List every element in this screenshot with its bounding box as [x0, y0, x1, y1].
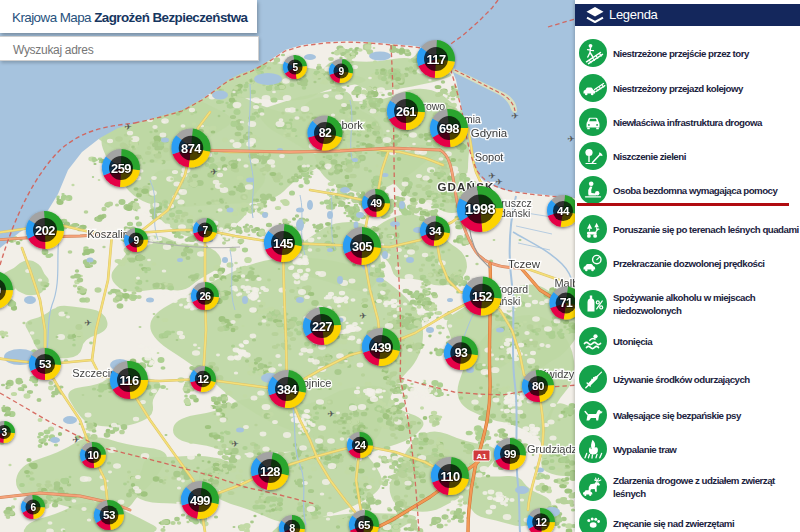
svg-text:✈: ✈ — [495, 177, 503, 187]
svg-text:439: 439 — [371, 340, 391, 355]
svg-text:12: 12 — [535, 516, 547, 528]
svg-text:202: 202 — [35, 223, 55, 238]
svg-text:110: 110 — [440, 469, 460, 484]
svg-text:80: 80 — [532, 379, 544, 392]
svg-text:10: 10 — [87, 449, 99, 461]
svg-text:9: 9 — [338, 66, 344, 77]
svg-text:116: 116 — [119, 373, 139, 388]
svg-text:261: 261 — [396, 104, 416, 119]
svg-text:305: 305 — [352, 239, 372, 254]
svg-text:9: 9 — [133, 235, 139, 246]
svg-text:Tczew: Tczew — [508, 258, 541, 270]
svg-text:128: 128 — [260, 464, 280, 479]
svg-text:8: 8 — [289, 522, 295, 532]
svg-text:53: 53 — [103, 508, 116, 521]
svg-text:34: 34 — [429, 224, 442, 237]
svg-text:49: 49 — [370, 197, 382, 209]
svg-text:✈: ✈ — [231, 439, 239, 449]
svg-text:24: 24 — [354, 439, 366, 451]
svg-text:3: 3 — [1, 427, 7, 438]
svg-text:99: 99 — [504, 447, 517, 460]
svg-text:71: 71 — [560, 296, 573, 310]
svg-text:5: 5 — [292, 62, 298, 73]
svg-text:✈: ✈ — [327, 409, 335, 419]
svg-text:152: 152 — [472, 289, 492, 304]
svg-text:93: 93 — [455, 346, 468, 360]
svg-text:698: 698 — [439, 121, 459, 136]
svg-text:✈: ✈ — [359, 311, 367, 321]
svg-text:6: 6 — [30, 502, 36, 513]
svg-text:Koszalin: Koszalin — [87, 228, 129, 240]
svg-text:384: 384 — [277, 382, 298, 397]
svg-text:Gdynia: Gdynia — [471, 127, 508, 139]
svg-text:82: 82 — [319, 126, 332, 140]
svg-text:145: 145 — [273, 236, 293, 251]
svg-text:✈: ✈ — [72, 435, 80, 445]
svg-text:499: 499 — [190, 493, 210, 508]
svg-text:A1: A1 — [476, 452, 487, 461]
svg-text:259: 259 — [111, 161, 131, 176]
svg-text:✈: ✈ — [210, 167, 218, 177]
svg-text:53: 53 — [39, 357, 52, 370]
svg-text:Grudziądz: Grudziądz — [527, 443, 577, 455]
svg-text:117: 117 — [426, 52, 446, 67]
svg-text:✈: ✈ — [124, 122, 132, 132]
svg-text:44: 44 — [557, 204, 570, 217]
svg-text:26: 26 — [199, 290, 211, 302]
svg-text:7: 7 — [202, 225, 208, 236]
svg-text:✈: ✈ — [84, 318, 92, 328]
svg-text:227: 227 — [312, 319, 332, 334]
svg-text:Sopot: Sopot — [475, 151, 504, 163]
svg-text:65: 65 — [358, 518, 371, 531]
svg-text:12: 12 — [197, 373, 209, 385]
svg-text:874: 874 — [181, 141, 202, 156]
svg-text:✈: ✈ — [511, 111, 519, 121]
svg-text:1998: 1998 — [465, 201, 496, 217]
